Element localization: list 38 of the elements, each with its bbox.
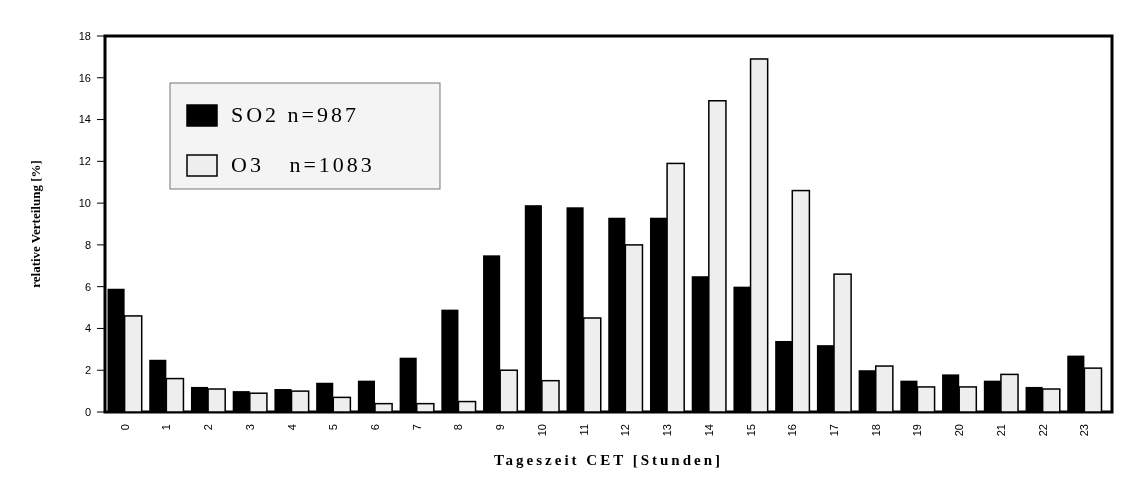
x-tick-label: 22 xyxy=(1036,424,1049,437)
legend-label: O3 n=1083 xyxy=(231,152,375,177)
x-tick-label: 12 xyxy=(619,424,632,437)
x-tick-label: 18 xyxy=(869,424,882,437)
y-tick-label: 8 xyxy=(84,238,91,251)
y-tick-label: 18 xyxy=(78,29,91,42)
legend-label: SO2 n=987 xyxy=(231,102,360,127)
y-tick-label: 0 xyxy=(84,405,91,418)
x-tick-label: 4 xyxy=(285,424,298,431)
x-tick-label: 8 xyxy=(452,424,465,431)
x-tick-label: 11 xyxy=(577,424,590,436)
x-tick-label: 16 xyxy=(786,424,799,437)
x-tick-label: 9 xyxy=(494,424,507,431)
y-tick-label: 4 xyxy=(84,322,91,335)
y-tick-label: 6 xyxy=(84,280,91,293)
x-tick-label: 14 xyxy=(702,424,715,437)
x-tick-label: 20 xyxy=(953,424,966,437)
x-tick-label: 2 xyxy=(202,424,215,431)
x-tick-label: 3 xyxy=(243,424,256,431)
x-tick-label: 1 xyxy=(160,424,173,431)
x-tick-label: 13 xyxy=(661,424,674,437)
x-tick-label: 23 xyxy=(1078,424,1091,437)
x-axis-title: Tageszeit CET [Stunden] xyxy=(493,452,724,468)
y-tick-label: 10 xyxy=(78,196,91,209)
x-tick-label: 21 xyxy=(994,424,1007,437)
y-axis-title: relative Verteilung [%] xyxy=(28,160,43,288)
x-tick-label: 10 xyxy=(535,424,548,437)
x-tick-label: 15 xyxy=(744,424,757,437)
x-tick-label: 19 xyxy=(911,424,924,437)
x-tick-label: 5 xyxy=(327,424,340,431)
x-tick-label: 7 xyxy=(410,424,423,431)
y-tick-label: 16 xyxy=(78,71,91,84)
x-tick-label: 17 xyxy=(828,424,841,437)
x-tick-label: 6 xyxy=(368,424,381,431)
x-tick-label: 0 xyxy=(118,424,131,431)
y-tick-label: 14 xyxy=(78,113,91,126)
y-tick-label: 12 xyxy=(78,155,91,168)
y-tick-label: 2 xyxy=(84,364,91,377)
